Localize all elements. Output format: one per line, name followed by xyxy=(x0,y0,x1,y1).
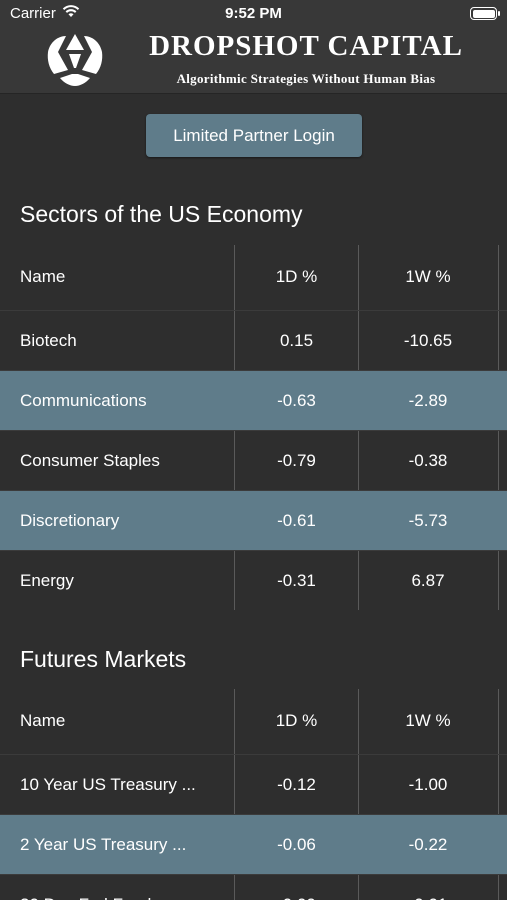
row-1d-value: -0.79 xyxy=(277,451,316,470)
row-1d-value: -0.61 xyxy=(277,511,316,530)
sectors-section-title: Sectors of the US Economy xyxy=(20,201,303,227)
brand-subtitle: Algorithmic Strategies Without Human Bia… xyxy=(176,71,436,86)
row-1d-value: -0.00 xyxy=(235,875,358,900)
row-1d-value: -0.63 xyxy=(277,391,316,410)
row-name: Consumer Staples xyxy=(20,451,160,470)
row-name: Communications xyxy=(20,391,147,410)
row-1w-value: -1.00 xyxy=(408,775,448,794)
table-row[interactable]: Discretionary -0.61 -5.73 xyxy=(0,491,507,551)
column-header-1d[interactable]: 1D % xyxy=(275,711,318,730)
row-1w-value: 6.87 xyxy=(411,571,445,590)
table-row[interactable]: Communications -0.63 -2.89 xyxy=(0,371,507,431)
status-time: 9:52 PM xyxy=(225,5,282,22)
app-header: DROPSHOT CAPITAL Algorithmic Strategies … xyxy=(0,28,507,94)
row-1d-value: 0.15 xyxy=(279,331,314,350)
row-1w-value: -2.89 xyxy=(408,391,448,410)
table-row[interactable]: Biotech 0.15 -10.65 xyxy=(0,311,507,371)
column-header-name[interactable]: Name xyxy=(20,267,66,286)
row-1w-value: -5.73 xyxy=(408,511,448,530)
row-1w-value: -10.65 xyxy=(403,331,453,350)
wifi-icon xyxy=(62,4,80,22)
table-row[interactable]: 2 Year US Treasury ... -0.06 -0.22 xyxy=(0,815,507,875)
status-bar: Carrier 9:52 PM xyxy=(0,0,507,28)
row-1w-value: -0.38 xyxy=(408,451,448,470)
column-divider xyxy=(234,689,235,900)
battery-icon xyxy=(470,7,500,20)
row-name: 10 Year US Treasury ... xyxy=(20,775,196,794)
limited-partner-login-button[interactable]: Limited Partner Login xyxy=(146,114,362,157)
row-name: Discretionary xyxy=(20,511,120,530)
row-name: Energy xyxy=(20,571,74,590)
table-row[interactable]: 30 Day Fed Funds ... -0.00 -0.01 xyxy=(0,875,507,900)
row-1d-value: -0.31 xyxy=(277,571,316,590)
column-header-1d[interactable]: 1D % xyxy=(275,267,318,286)
column-header-name[interactable]: Name xyxy=(20,711,66,730)
row-name: Biotech xyxy=(20,331,77,350)
row-1w-value: -0.22 xyxy=(408,835,448,854)
row-name: 30 Day Fed Funds ... xyxy=(20,875,220,900)
column-divider xyxy=(498,689,499,900)
futures-section-title: Futures Markets xyxy=(20,646,187,672)
brand-title: DROPSHOT CAPITAL xyxy=(149,30,463,62)
row-name: 2 Year US Treasury ... xyxy=(20,835,187,854)
table-row[interactable]: Energy -0.31 6.87 xyxy=(0,551,507,611)
row-1d-value: -0.06 xyxy=(277,835,316,854)
column-header-1w[interactable]: 1W % xyxy=(405,267,451,286)
table-header-row: Name 1D % 1W % xyxy=(0,689,507,755)
table-row[interactable]: Consumer Staples -0.79 -0.38 xyxy=(0,431,507,491)
carrier-label: Carrier xyxy=(10,5,56,22)
column-divider xyxy=(358,689,359,900)
futures-table: Name 1D % 1W % 10 Year US Treasury ... -… xyxy=(0,689,507,900)
dropshot-logo-icon xyxy=(44,32,106,88)
row-1w-value: -0.01 xyxy=(358,875,498,900)
column-header-1w[interactable]: 1W % xyxy=(405,711,451,730)
sectors-table: Name 1D % 1W % Biotech 0.15 -10.65 Commu… xyxy=(0,245,507,610)
table-header-row: Name 1D % 1W % xyxy=(0,245,507,311)
table-row[interactable]: 10 Year US Treasury ... -0.12 -1.00 xyxy=(0,755,507,815)
row-1d-value: -0.12 xyxy=(277,775,316,794)
